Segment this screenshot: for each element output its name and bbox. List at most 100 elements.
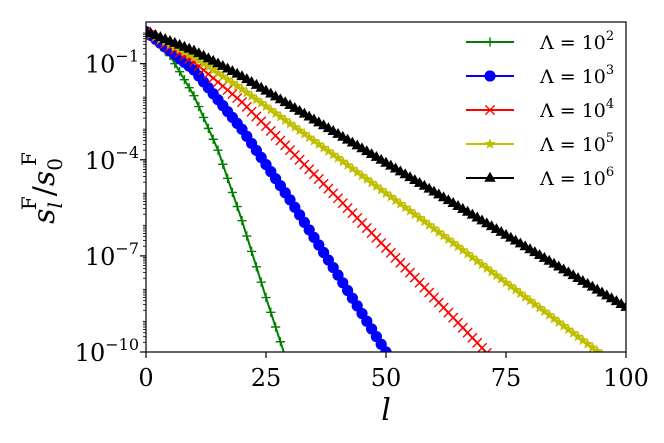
legend-item-3: Λ = 104	[466, 97, 614, 122]
data-point	[600, 349, 604, 352]
data-point	[370, 180, 382, 192]
y-tick-label: 10−1	[85, 47, 139, 79]
data-point	[500, 276, 512, 288]
data-point	[514, 287, 526, 299]
data-point	[601, 353, 612, 363]
data-point	[284, 351, 286, 352]
data-point	[298, 128, 310, 139]
data-point	[591, 345, 603, 352]
data-point	[270, 107, 282, 119]
legend-label: Λ = 102	[539, 29, 614, 54]
data-point	[524, 294, 536, 306]
data-point	[199, 112, 209, 123]
data-point	[242, 231, 252, 241]
series-layer	[146, 25, 626, 363]
data-point	[404, 205, 416, 216]
data-point	[390, 194, 402, 206]
data-point	[510, 284, 522, 295]
data-point	[538, 305, 550, 317]
x-tick-label: 25	[251, 364, 282, 392]
data-point	[476, 258, 488, 270]
data-point	[332, 152, 344, 163]
data-point	[505, 280, 517, 292]
data-point	[558, 320, 570, 331]
series-2	[146, 26, 392, 352]
data-point	[261, 292, 271, 303]
data-point	[342, 159, 354, 170]
data-point	[414, 212, 426, 223]
data-point	[247, 246, 257, 256]
legend: Λ = 102 Λ = 103 Λ = 104 Λ = 105 Λ = 106	[466, 29, 614, 190]
data-point	[567, 327, 579, 338]
data-point	[208, 134, 218, 144]
data-point	[274, 111, 286, 122]
data-point	[236, 83, 248, 94]
y-axis-label: slF/s0F	[17, 152, 67, 224]
data-point	[179, 75, 189, 85]
x-tick-label: 100	[603, 364, 649, 392]
data-point	[303, 131, 315, 143]
x-tick-label: 75	[491, 364, 522, 392]
data-point	[361, 173, 373, 184]
data-point	[184, 83, 194, 93]
data-point	[256, 277, 266, 287]
data-point	[251, 262, 261, 272]
data-point	[519, 291, 531, 302]
data-point	[218, 159, 228, 169]
legend-item-4: Λ = 105	[466, 131, 614, 156]
data-point	[586, 341, 598, 352]
data-point	[462, 248, 474, 259]
data-point	[266, 307, 276, 317]
legend-swatch-marker	[484, 171, 496, 182]
data-point	[380, 187, 392, 199]
data-point	[318, 142, 330, 153]
data-point	[213, 145, 223, 155]
data-point	[294, 124, 306, 136]
data-point	[265, 104, 277, 115]
data-point	[380, 346, 392, 352]
data-point	[241, 86, 253, 98]
data-point	[399, 201, 411, 213]
x-tick-label: 50	[371, 364, 402, 392]
data-point	[203, 123, 213, 133]
data-point	[222, 73, 234, 85]
data-point	[418, 215, 430, 227]
data-point	[289, 121, 301, 132]
data-point	[246, 90, 258, 101]
data-point	[582, 338, 594, 349]
data-point	[189, 91, 199, 101]
data-point	[202, 61, 214, 72]
data-point	[175, 67, 185, 77]
legend-swatch-marker	[485, 37, 495, 47]
data-point	[487, 353, 496, 362]
data-point	[452, 240, 464, 252]
data-point	[308, 135, 320, 146]
data-point	[543, 309, 555, 320]
series-5	[146, 25, 626, 311]
y-tick-label: 10−4	[85, 143, 139, 175]
data-point	[198, 57, 210, 69]
data-point	[495, 273, 507, 284]
data-point	[577, 334, 589, 346]
data-point	[481, 347, 492, 352]
data-point	[457, 244, 469, 255]
data-point	[471, 255, 483, 266]
x-axis-label: l	[381, 393, 391, 428]
legend-label: Λ = 105	[539, 131, 614, 156]
data-point	[351, 166, 363, 177]
data-point	[620, 300, 626, 311]
data-point	[284, 117, 296, 129]
data-point	[433, 226, 445, 237]
legend-item-1: Λ = 102	[466, 29, 614, 54]
data-point	[271, 322, 281, 332]
data-point	[438, 230, 450, 241]
data-point	[231, 80, 243, 91]
ticks-layer: 0 25 50 75 100 10−1 10−4 10−7 10−10	[75, 32, 649, 392]
data-point	[146, 25, 152, 36]
data-point	[409, 208, 421, 220]
data-point	[548, 312, 560, 324]
data-point	[529, 298, 541, 310]
data-point	[562, 323, 574, 335]
data-point	[327, 148, 339, 160]
